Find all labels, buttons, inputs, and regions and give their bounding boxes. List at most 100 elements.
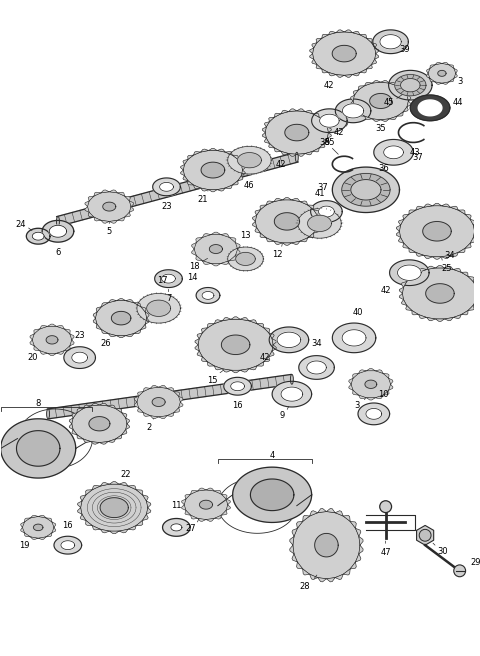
Polygon shape xyxy=(384,146,403,159)
Polygon shape xyxy=(134,396,139,402)
Polygon shape xyxy=(473,281,479,287)
Polygon shape xyxy=(167,413,174,417)
Ellipse shape xyxy=(380,501,392,512)
Ellipse shape xyxy=(290,375,293,384)
Text: 15: 15 xyxy=(207,376,217,385)
Polygon shape xyxy=(155,270,182,287)
Polygon shape xyxy=(200,501,213,509)
Polygon shape xyxy=(328,72,336,76)
Polygon shape xyxy=(375,54,379,59)
Polygon shape xyxy=(93,318,97,324)
Polygon shape xyxy=(34,346,40,351)
Polygon shape xyxy=(38,537,46,539)
Polygon shape xyxy=(407,101,411,107)
Polygon shape xyxy=(52,527,56,533)
Text: 34: 34 xyxy=(311,339,322,348)
Text: 17: 17 xyxy=(157,276,168,285)
Polygon shape xyxy=(16,430,60,466)
Polygon shape xyxy=(232,155,238,159)
Polygon shape xyxy=(217,149,225,152)
Polygon shape xyxy=(143,413,150,417)
Polygon shape xyxy=(351,371,391,398)
Polygon shape xyxy=(118,217,125,221)
Polygon shape xyxy=(430,78,435,82)
Polygon shape xyxy=(88,213,94,217)
Polygon shape xyxy=(318,508,326,513)
Polygon shape xyxy=(145,312,149,318)
Polygon shape xyxy=(57,325,64,329)
Polygon shape xyxy=(353,90,359,95)
Polygon shape xyxy=(202,357,207,362)
Polygon shape xyxy=(366,369,375,371)
Polygon shape xyxy=(126,333,134,337)
Polygon shape xyxy=(344,75,352,77)
Text: 3: 3 xyxy=(457,77,462,86)
Polygon shape xyxy=(77,409,83,413)
Polygon shape xyxy=(126,300,134,302)
Polygon shape xyxy=(214,490,221,494)
Polygon shape xyxy=(72,405,127,443)
Polygon shape xyxy=(396,232,400,237)
Polygon shape xyxy=(312,109,347,133)
Polygon shape xyxy=(375,48,379,54)
Polygon shape xyxy=(221,234,229,237)
Polygon shape xyxy=(450,206,458,210)
Polygon shape xyxy=(202,291,214,299)
Polygon shape xyxy=(458,210,465,215)
Polygon shape xyxy=(332,323,376,353)
Polygon shape xyxy=(275,113,281,117)
Polygon shape xyxy=(87,192,131,221)
Polygon shape xyxy=(350,95,354,101)
Polygon shape xyxy=(85,207,89,213)
Circle shape xyxy=(419,529,431,541)
Polygon shape xyxy=(70,340,74,346)
Polygon shape xyxy=(125,196,131,201)
Polygon shape xyxy=(145,318,149,324)
Polygon shape xyxy=(238,176,243,181)
Text: 14: 14 xyxy=(187,273,197,282)
Polygon shape xyxy=(101,302,108,307)
Polygon shape xyxy=(147,300,170,316)
Polygon shape xyxy=(374,140,413,165)
Polygon shape xyxy=(274,198,282,201)
Polygon shape xyxy=(46,533,52,537)
Polygon shape xyxy=(92,525,100,530)
Polygon shape xyxy=(470,219,476,225)
Polygon shape xyxy=(42,220,74,242)
Polygon shape xyxy=(226,499,230,504)
Polygon shape xyxy=(397,112,403,116)
Polygon shape xyxy=(399,287,404,293)
Polygon shape xyxy=(192,249,196,255)
Polygon shape xyxy=(300,238,308,242)
Text: 6: 6 xyxy=(55,249,60,258)
Text: 42: 42 xyxy=(276,159,286,169)
Polygon shape xyxy=(465,215,471,219)
Polygon shape xyxy=(372,81,381,83)
Polygon shape xyxy=(96,307,101,312)
Text: 40: 40 xyxy=(353,308,363,317)
Polygon shape xyxy=(191,515,198,519)
Polygon shape xyxy=(32,326,72,354)
Polygon shape xyxy=(34,329,40,334)
Polygon shape xyxy=(88,196,94,201)
Polygon shape xyxy=(83,405,91,409)
Polygon shape xyxy=(303,569,310,575)
Polygon shape xyxy=(398,219,404,225)
Polygon shape xyxy=(23,516,54,538)
Text: 34: 34 xyxy=(444,251,455,260)
Polygon shape xyxy=(476,293,480,300)
Polygon shape xyxy=(336,75,344,77)
Polygon shape xyxy=(125,213,131,217)
Polygon shape xyxy=(103,202,116,211)
Polygon shape xyxy=(146,508,151,514)
Polygon shape xyxy=(160,182,173,192)
Polygon shape xyxy=(222,369,231,372)
Polygon shape xyxy=(221,260,229,264)
Polygon shape xyxy=(30,340,34,346)
Polygon shape xyxy=(85,490,92,495)
Polygon shape xyxy=(274,241,282,245)
Polygon shape xyxy=(416,253,424,256)
Polygon shape xyxy=(240,369,249,372)
Text: 42: 42 xyxy=(380,286,391,295)
Polygon shape xyxy=(185,510,191,515)
